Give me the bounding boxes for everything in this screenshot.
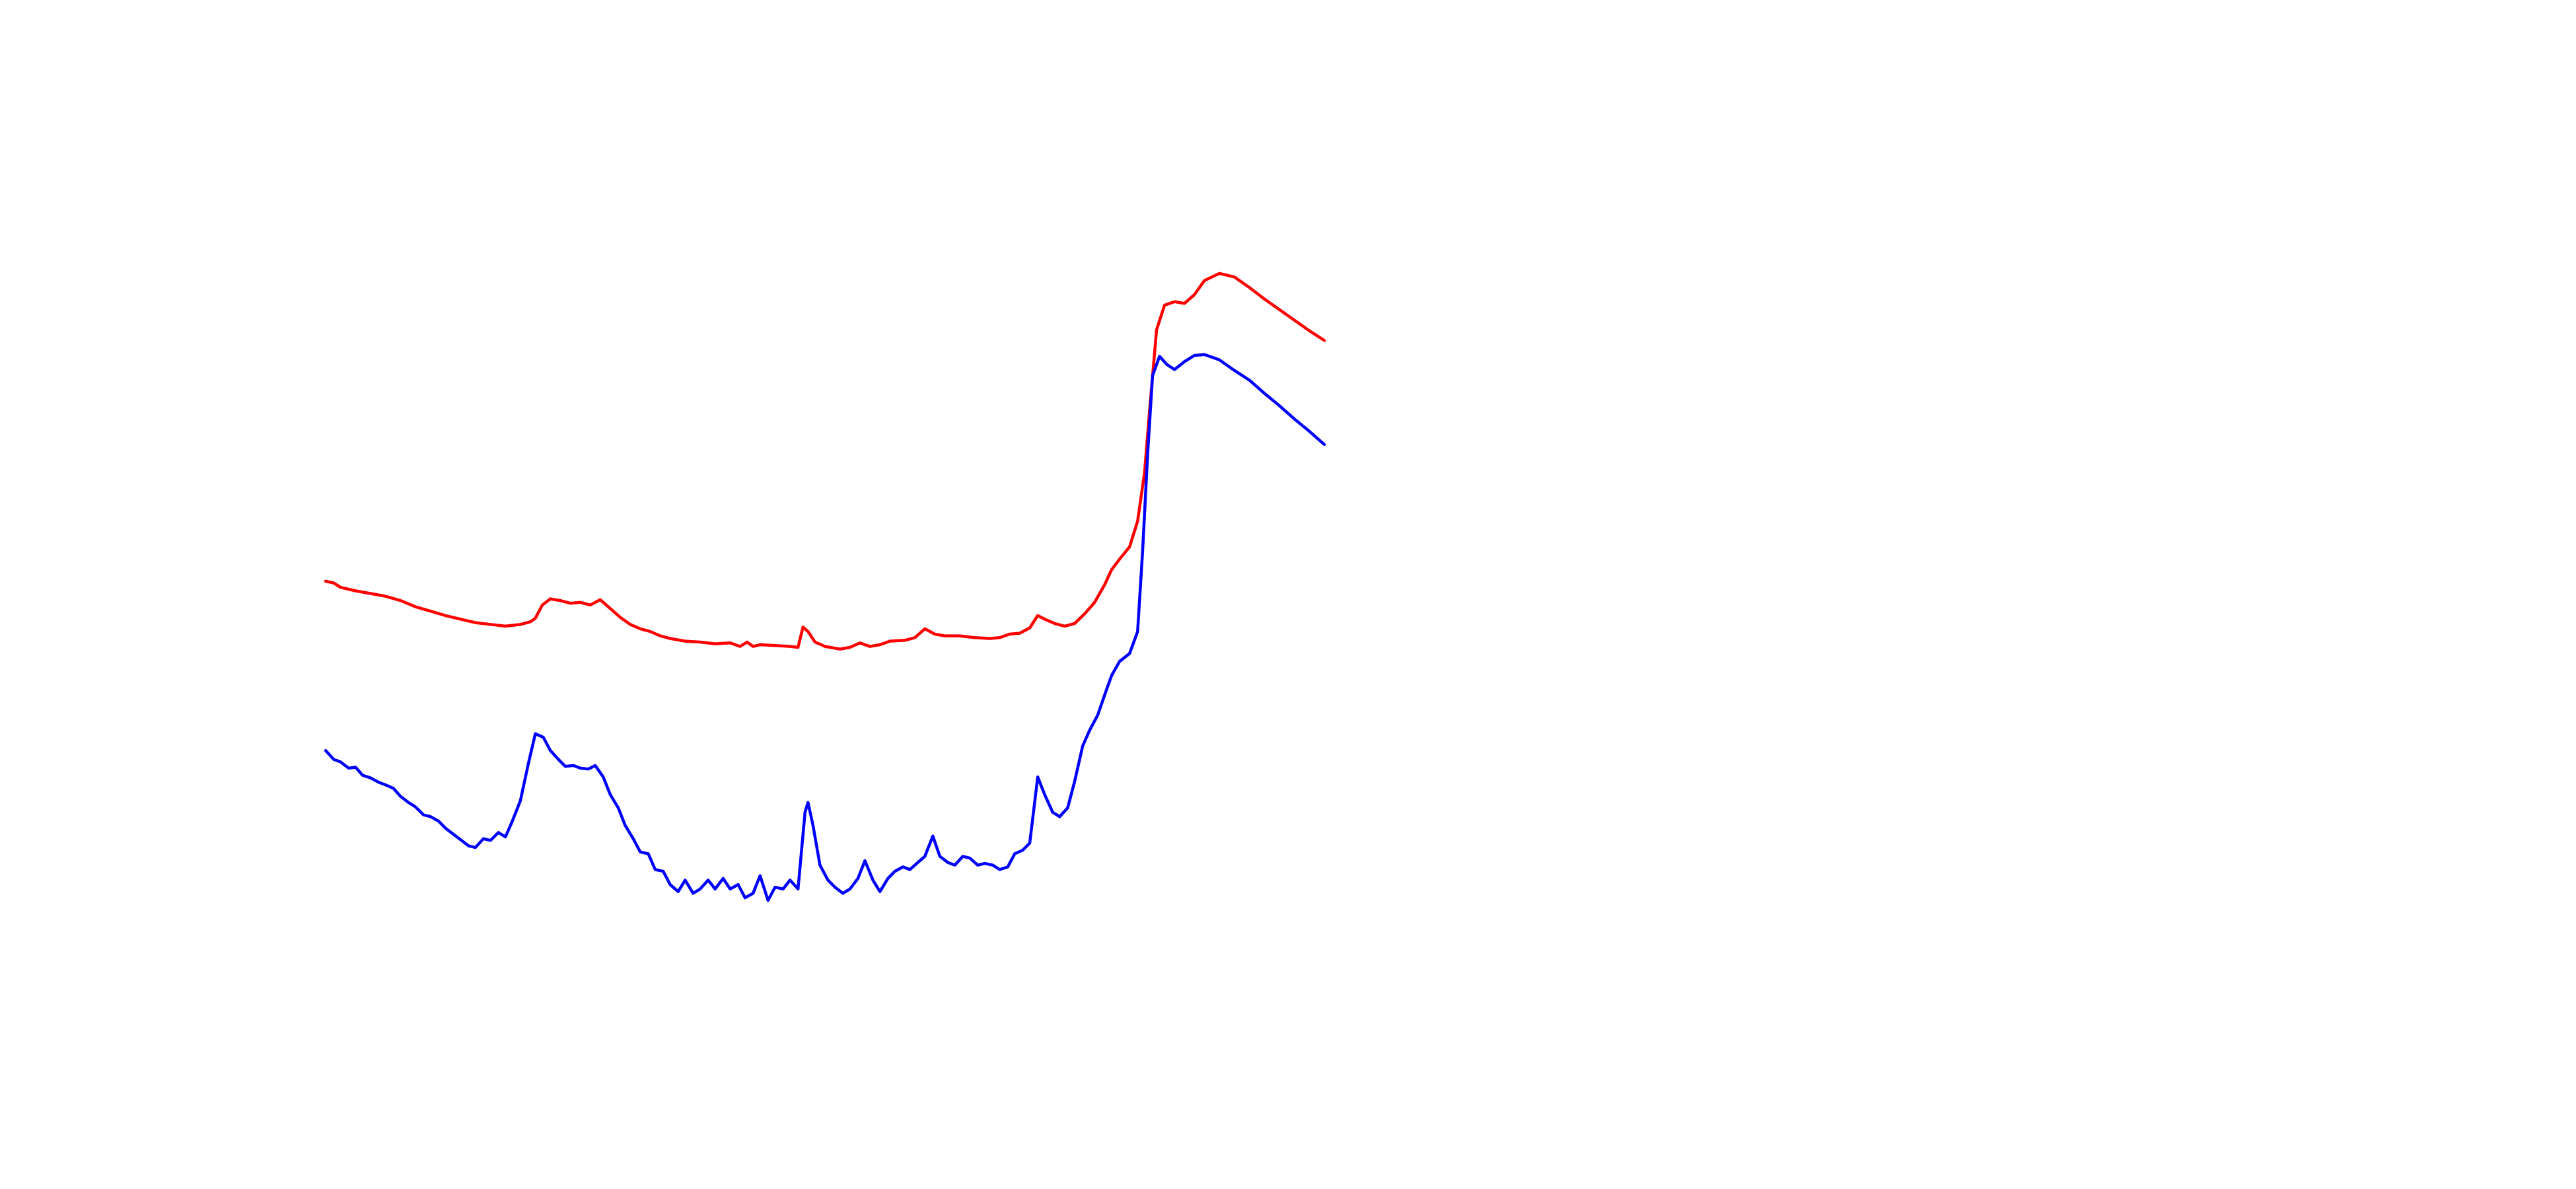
series-line-1 xyxy=(324,271,1326,651)
series-layer xyxy=(324,271,1326,902)
series-line-2 xyxy=(324,353,1326,902)
